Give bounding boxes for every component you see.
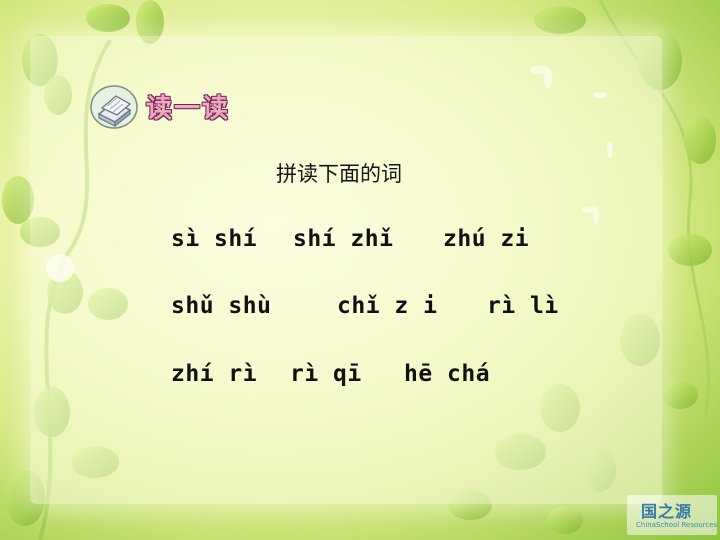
instruction-text: 拼读下面的词 [276,162,402,186]
pinyin-word: shí zhǐ [293,226,394,252]
pinyin-word: zhí rì [171,361,258,387]
books-icon [90,85,138,129]
logo-name-en: ChinaSchool Resources [636,521,718,529]
pinyin-word: chǐ z i [337,293,438,319]
pinyin-word: hē chá [404,361,491,387]
section-title: 读一读 [146,94,231,124]
pinyin-word: shǔ shù [171,293,272,319]
pinyin-word: zhú zi [443,226,530,252]
pinyin-word: sì shí [171,226,258,252]
publisher-logo: 国之源 ChinaSchool Resources [627,495,717,535]
pinyin-word: rì qī [290,361,362,387]
pinyin-word: rì lì [487,293,559,319]
logo-name-cn: 国之源 [641,502,693,521]
